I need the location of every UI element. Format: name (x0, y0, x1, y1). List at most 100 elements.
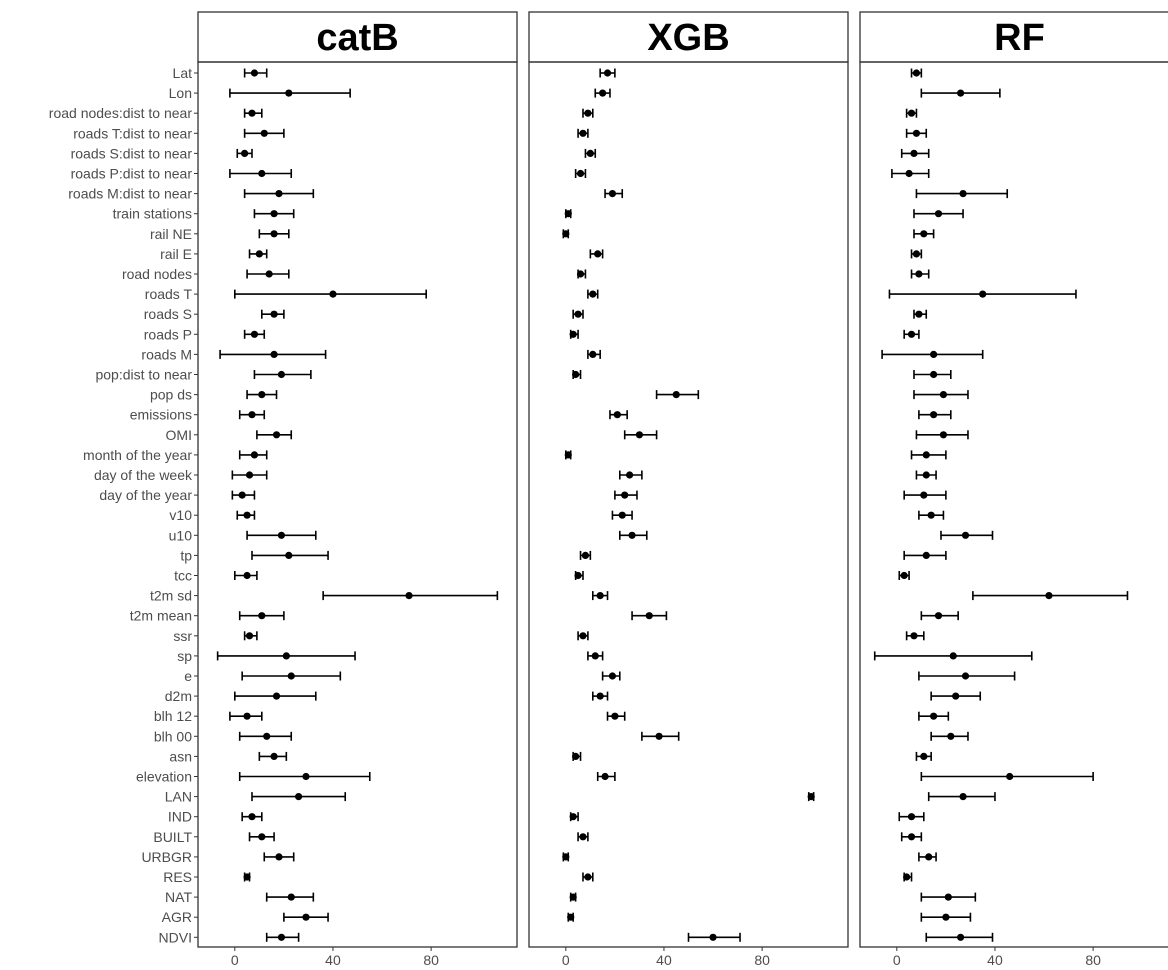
mean-point (596, 692, 604, 700)
mean-point (258, 169, 266, 178)
mean-point (920, 491, 928, 499)
x-tick-label: 80 (1085, 952, 1101, 968)
mean-point (922, 451, 930, 459)
y-tick-label: t2m sd (150, 588, 192, 604)
y-tick-label: URBGR (141, 849, 192, 865)
mean-point (915, 270, 923, 278)
mean-point (265, 270, 273, 278)
mean-point (613, 411, 621, 419)
mean-point (912, 250, 921, 258)
mean-point (250, 330, 259, 338)
mean-point (930, 350, 938, 358)
y-tick-label: pop ds (150, 387, 192, 403)
panel-title: catB (316, 17, 398, 59)
mean-point (258, 612, 266, 620)
panel-title: RF (994, 17, 1045, 59)
mean-point (270, 350, 278, 358)
y-tick-label: rail E (160, 246, 192, 262)
mean-point (562, 853, 570, 861)
mean-point (238, 491, 246, 499)
mean-point (270, 310, 278, 318)
mean-point (626, 471, 634, 479)
mean-point (645, 612, 653, 620)
mean-point (903, 873, 911, 881)
mean-point (589, 290, 597, 298)
x-tick-label: 0 (231, 952, 239, 968)
mean-point (579, 632, 587, 640)
y-tick-label: rail NE (150, 226, 192, 242)
mean-point (807, 793, 815, 801)
mean-point (910, 632, 918, 640)
mean-point (618, 511, 626, 519)
y-tick-label: roads T (145, 286, 193, 302)
y-tick-label: month of the year (83, 447, 192, 463)
y-tick-label: roads S (144, 306, 192, 322)
mean-point (255, 250, 263, 258)
mean-point (579, 833, 587, 841)
y-tick-label: BUILT (153, 829, 192, 845)
mean-point (957, 89, 965, 97)
y-tick-label: day of the week (94, 467, 193, 483)
x-tick-label: 0 (562, 952, 570, 968)
mean-point (949, 652, 957, 660)
y-tick-label: tp (180, 547, 192, 563)
mean-point (1006, 772, 1014, 781)
y-tick-label: u10 (169, 527, 193, 543)
mean-point (907, 833, 916, 841)
mean-point (925, 853, 933, 861)
mean-point (277, 370, 286, 379)
mean-point (258, 391, 266, 399)
mean-point (589, 350, 597, 358)
mean-point (979, 290, 987, 298)
mean-point (270, 210, 278, 218)
mean-point (243, 712, 251, 720)
panel-title: XGB (647, 17, 729, 59)
y-tick-label: ssr (173, 628, 192, 644)
mean-point (1045, 592, 1053, 600)
y-tick-label: v10 (169, 507, 192, 523)
mean-point (907, 330, 916, 338)
y-tick-label: pop:dist to near (95, 367, 192, 383)
mean-point (920, 230, 928, 238)
mean-point (277, 933, 286, 941)
mean-point (927, 511, 935, 519)
mean-point (930, 370, 938, 379)
mean-point (329, 290, 337, 298)
mean-point (245, 632, 254, 640)
mean-point (915, 310, 923, 318)
mean-point (282, 652, 290, 660)
mean-point (584, 109, 592, 117)
mean-point (635, 431, 644, 439)
mean-point (260, 129, 268, 137)
x-tick-label: 80 (423, 952, 439, 968)
mean-point (586, 149, 594, 157)
mean-point (942, 913, 950, 921)
y-tick-label: day of the year (99, 487, 192, 503)
y-tick-label: asn (169, 748, 192, 764)
mean-point (584, 873, 592, 881)
y-tick-label: OMI (166, 427, 192, 443)
mean-point (912, 69, 921, 77)
mean-point (922, 551, 930, 560)
y-tick-label: roads S:dist to near (71, 145, 193, 161)
mean-point (302, 772, 310, 781)
mean-point (285, 89, 293, 97)
mean-point (302, 913, 310, 921)
mean-point (930, 411, 938, 419)
y-tick-label: t2m mean (130, 608, 192, 624)
mean-point (922, 471, 930, 479)
mean-point (591, 652, 599, 660)
x-tick-label: 0 (893, 952, 901, 968)
mean-point (900, 571, 908, 580)
mean-point (275, 190, 283, 198)
y-tick-label: tcc (174, 568, 192, 584)
mean-point (939, 431, 948, 439)
mean-point (952, 692, 960, 700)
mean-point (243, 571, 251, 580)
x-tick-label: 80 (754, 952, 770, 968)
y-tick-label: NAT (165, 889, 192, 905)
mean-point (263, 732, 271, 740)
mean-point (959, 190, 967, 198)
mean-point (405, 592, 413, 600)
mean-point (934, 612, 943, 620)
